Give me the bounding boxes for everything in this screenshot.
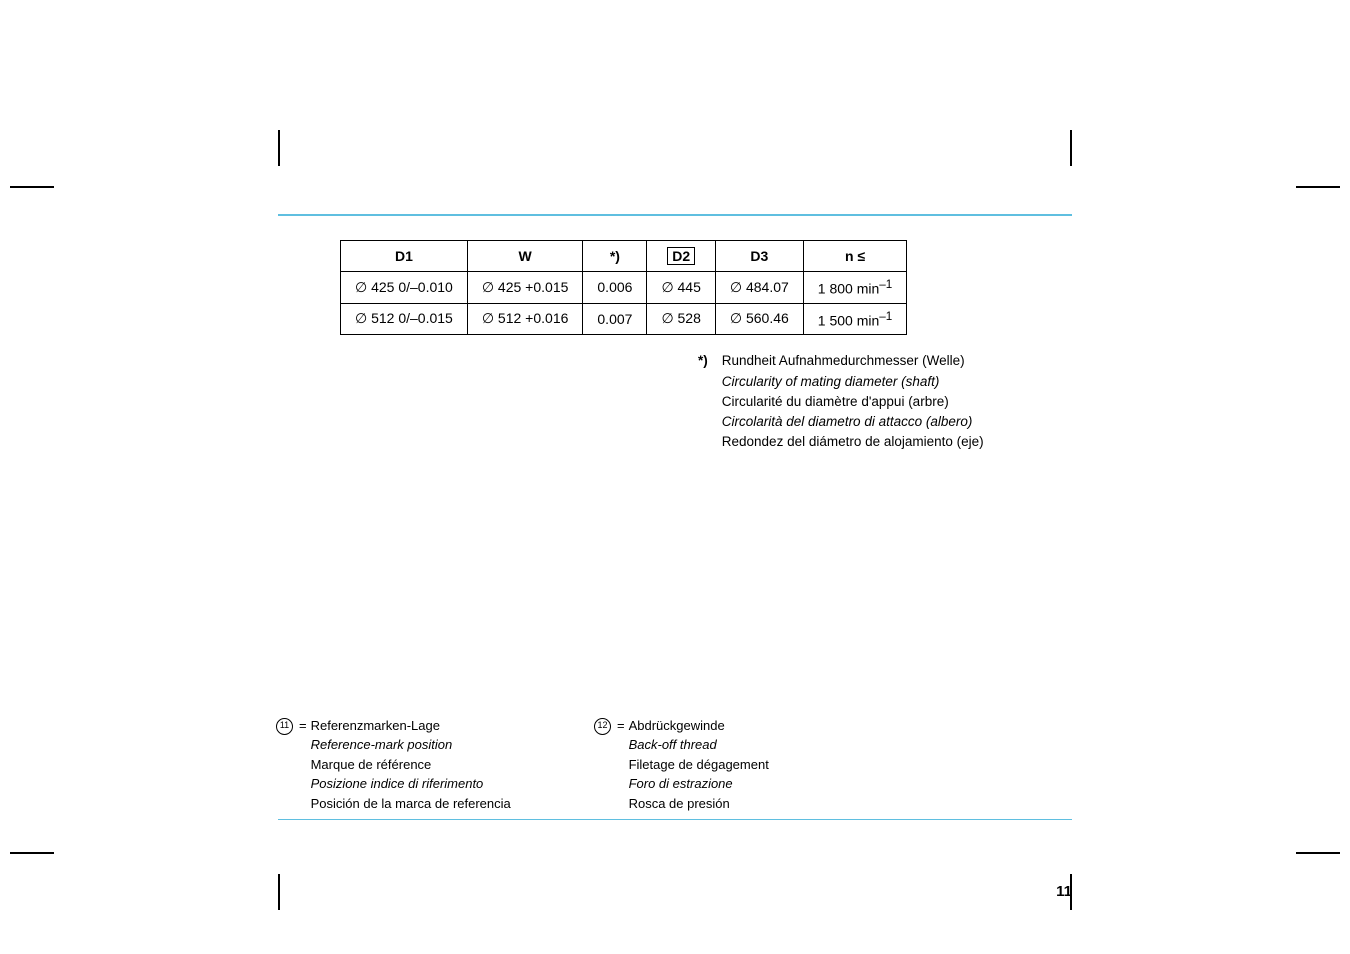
table-row: ∅ 425 0/–0.010 ∅ 425 +0.015 0.006 ∅ 445 … <box>341 272 907 304</box>
legend-item-12: 12 = Abdrückgewinde Back-off thread File… <box>594 716 769 814</box>
legend-line: Rosca de presión <box>629 796 730 811</box>
page-content: D1 W *) D2 D3 n ≤ ∅ 425 0/–0.010 ∅ 425 +… <box>278 186 1072 854</box>
n-label: n <box>845 248 854 264</box>
cell: ∅ 425 +0.015 <box>467 272 583 304</box>
col-d2: D2 <box>647 241 715 272</box>
legend-line: Foro di estrazione <box>629 776 733 791</box>
legend-line: Marque de référence <box>311 757 432 772</box>
n-exponent: –1 <box>879 278 892 291</box>
legend-line: Back-off thread <box>629 737 717 752</box>
footnote-mark: *) <box>698 351 718 371</box>
cell: ∅ 528 <box>647 303 715 335</box>
cell: ∅ 560.46 <box>715 303 803 335</box>
cell: ∅ 512 +0.016 <box>467 303 583 335</box>
key-circle-icon: 12 <box>594 718 611 735</box>
col-n: n ≤ <box>803 241 906 272</box>
cell: ∅ 425 0/–0.010 <box>341 272 468 304</box>
legend-line: Abdrückgewinde <box>629 718 725 733</box>
footnote-line: Circolarità del diametro di attacco (alb… <box>722 414 973 429</box>
n-value: 1 800 min <box>818 281 879 297</box>
legend-line: Reference-mark position <box>311 737 453 752</box>
legend-line: Posizione indice di riferimento <box>311 776 484 791</box>
legend-rule <box>278 819 1072 820</box>
n-exponent: –1 <box>879 310 892 323</box>
cell: 1 500 min–1 <box>803 303 906 335</box>
legend-line: Posición de la marca de referencia <box>311 796 511 811</box>
col-d1: D1 <box>341 241 468 272</box>
key-circle-icon: 11 <box>276 718 293 735</box>
cell: 1 800 min–1 <box>803 272 906 304</box>
legend-item-11: 11 = Referenzmarken-Lage Reference-mark … <box>276 716 594 814</box>
footnote-line: Rundheit Aufnahmedurchmesser (Welle) <box>722 353 965 368</box>
circularity-footnote: *) Rundheit Aufnahmedurchmesser (Welle) … <box>698 351 1072 452</box>
col-star: *) <box>583 241 647 272</box>
col-w: W <box>467 241 583 272</box>
n-value: 1 500 min <box>818 312 879 328</box>
cell: ∅ 445 <box>647 272 715 304</box>
table-row: ∅ 512 0/–0.015 ∅ 512 +0.016 0.007 ∅ 528 … <box>341 303 907 335</box>
legend-line: Referenzmarken-Lage <box>311 718 440 733</box>
cell: ∅ 512 0/–0.015 <box>341 303 468 335</box>
d2-boxed: D2 <box>667 247 695 265</box>
footnote-line: Circularity of mating diameter (shaft) <box>722 374 940 389</box>
cell: 0.007 <box>583 303 647 335</box>
legend-block: 11 = Referenzmarken-Lage Reference-mark … <box>278 716 1072 841</box>
spec-table: D1 W *) D2 D3 n ≤ ∅ 425 0/–0.010 ∅ 425 +… <box>340 240 907 335</box>
top-rule <box>278 214 1072 216</box>
footnote-line: Redondez del diámetro de alojamiento (ej… <box>722 434 984 449</box>
equals-sign: = <box>299 716 307 736</box>
page-number: 11 <box>1056 883 1072 900</box>
equals-sign: = <box>617 716 625 736</box>
footnote-line: Circularité du diamètre d'appui (arbre) <box>722 394 949 409</box>
cell: ∅ 484.07 <box>715 272 803 304</box>
table-header-row: D1 W *) D2 D3 n ≤ <box>341 241 907 272</box>
leq-symbol: ≤ <box>857 248 865 264</box>
legend-line: Filetage de dégagement <box>629 757 769 772</box>
col-d3: D3 <box>715 241 803 272</box>
cell: 0.006 <box>583 272 647 304</box>
